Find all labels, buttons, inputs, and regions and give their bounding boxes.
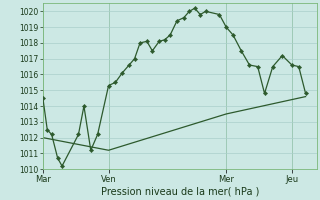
X-axis label: Pression niveau de la mer( hPa ): Pression niveau de la mer( hPa ): [100, 187, 259, 197]
